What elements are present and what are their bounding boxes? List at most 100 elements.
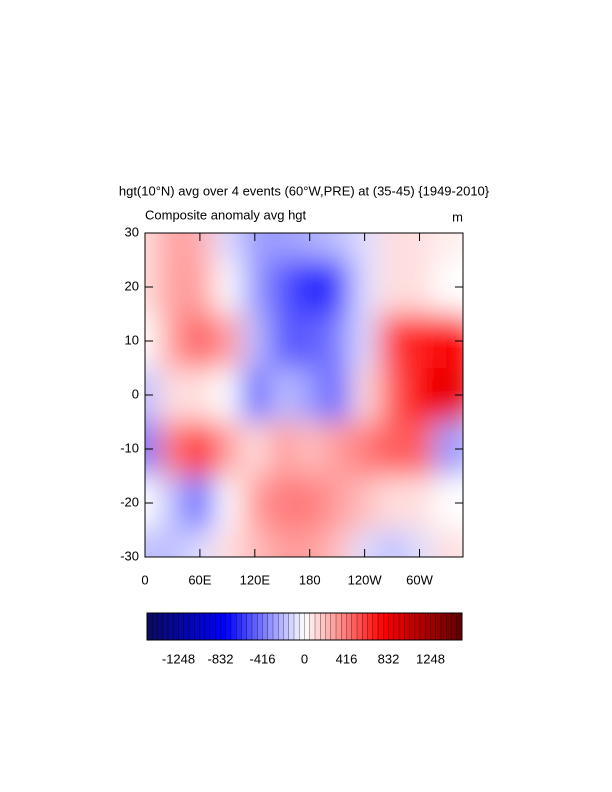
colorbar-label: 832 [378,651,400,666]
field-cell [433,476,463,530]
colorbar-box [362,612,368,641]
x-tick-label: 120E [240,572,271,587]
field-cell [241,530,269,557]
colorbar-box [320,612,326,641]
field-cell [213,314,242,368]
field-cell [145,233,159,260]
field-cell [145,530,159,557]
colorbar-box [209,612,216,641]
colorbar-box [440,612,447,641]
colorbar-box [267,612,274,641]
field-cell [295,530,324,557]
field-cell [405,422,434,476]
colorbar-box [451,612,458,641]
colorbar-frame [146,612,463,641]
colorbar-box [246,612,253,641]
colorbar-box [230,612,237,641]
field-cell [378,476,406,530]
field-cell [378,233,406,260]
colorbar-box [356,612,363,641]
colorbar-box [330,612,337,641]
field-cells [145,233,463,557]
colorbar-box [314,612,321,641]
field-cell [405,260,434,314]
colorbar-box [188,612,195,641]
colorbar-box [398,612,405,641]
colorbar-box [199,612,206,641]
field-cell [241,422,269,476]
colorbar-box [288,612,295,641]
field [145,233,463,557]
field-cell [295,260,324,314]
subtitle-right: m [452,209,463,224]
field-cell [323,314,351,368]
field-cell [323,476,351,530]
field-cell [378,368,406,422]
x-tick-label: 0 [141,572,148,587]
colorbar-box [446,612,452,641]
colorbar-box [278,612,284,641]
y-tick-label: 30 [125,224,139,239]
field-cell [268,233,296,260]
y-tick-label: 0 [132,386,139,401]
subtitle-left: Composite anomaly avg hgt [145,207,307,222]
field-cell [186,260,214,314]
field-cell [241,314,269,368]
colorbar-box [377,612,384,641]
field-cell [378,530,406,557]
field-cell [268,530,296,557]
colorbar-label: 1248 [416,651,445,666]
field-cell [405,476,434,530]
field-cell [213,422,242,476]
field-cell [241,368,269,422]
field-cell [268,422,296,476]
colorbar-box [309,612,316,641]
colorbar-box [183,612,190,641]
colorbar-box [272,612,279,641]
colorbar-label: -832 [207,651,233,666]
field-cell [405,368,434,422]
field-cell [213,233,242,260]
field-cell [433,314,463,368]
colorbar-label: -416 [249,651,275,666]
colorbar-box [304,612,311,641]
colorbar-box [456,612,463,641]
colorbar-box [325,612,332,641]
x-tick-label: 180 [299,572,321,587]
colorbar-box [241,612,248,641]
colorbar-box [430,612,437,641]
colorbar-box [346,612,353,641]
colorbar-box [341,612,347,641]
colorbar-box [215,612,221,641]
field-cell [433,368,463,422]
field-cell [323,530,351,557]
colorbar-label: 0 [301,651,308,666]
axes: 0 60E 120E 180 120W 60W -30 -20 -10 0 10 20 30 [120,224,464,587]
field-cell [323,260,351,314]
field-cell [186,530,214,557]
field-cell [158,476,187,530]
field-cell [295,368,324,422]
field-cell [158,260,187,314]
field-cell [158,530,187,557]
colorbar-box [251,612,258,641]
colorbar-box [293,612,300,641]
field-cell [323,233,351,260]
field-cell [378,260,406,314]
colorbar-box [220,612,227,641]
colorbar-box [425,612,431,641]
field-cell [268,260,296,314]
colorbar-box [157,612,164,641]
colorbar-box [162,612,169,641]
field-cell [213,368,242,422]
colorbar-box [146,612,153,641]
field-cell [433,233,463,260]
colorbar-box [419,612,426,641]
field-cell [241,260,269,314]
field-cell [213,476,242,530]
field-cell [350,422,379,476]
chart-title: hgt(10°N) avg over 4 events (60°W,PRE) a… [119,183,490,198]
field-cell [213,260,242,314]
colorbar-box [435,612,442,641]
